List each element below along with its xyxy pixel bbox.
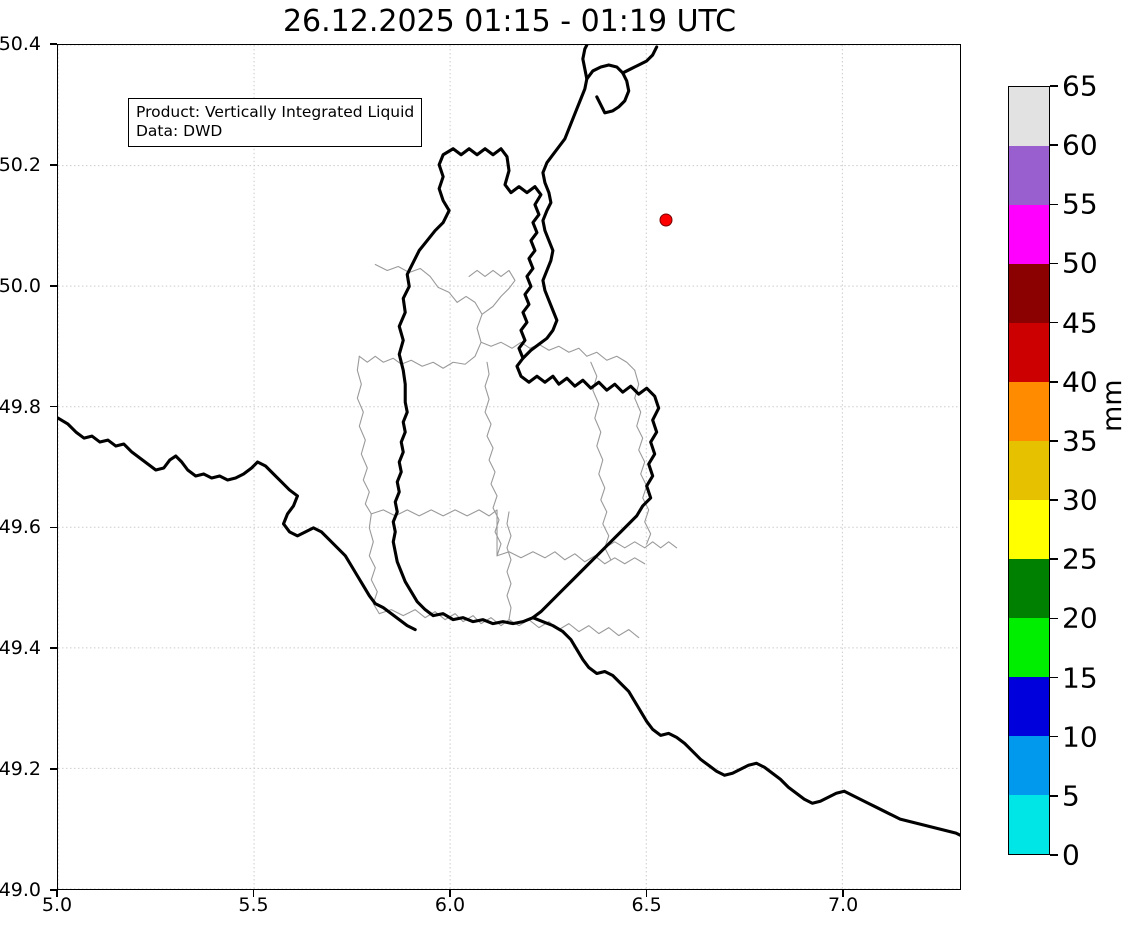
colorbar-tick-mark — [1050, 795, 1058, 797]
colorbar-tick-mark — [1050, 380, 1058, 383]
y-axis-tick-labels: 49.0 49.2 49.4 49.6 49.8 50.0 50.2 50.4 — [0, 33, 50, 901]
colorbar-axis-label: mm — [1097, 379, 1128, 432]
product-info-line-data: Data: DWD — [136, 122, 223, 140]
colorbar-band — [1009, 146, 1049, 205]
colorbar-tick-mark — [1050, 203, 1058, 206]
x-tick-mark — [56, 890, 58, 897]
colorbar-tick-mark — [1050, 321, 1058, 324]
marker-layer — [58, 45, 960, 889]
colorbar-tick-mark — [1050, 735, 1058, 738]
colorbar-tick-label: 30 — [1062, 483, 1098, 517]
x-tick-label: 5.5 — [238, 894, 269, 916]
radar-site-marker[interactable] — [659, 213, 673, 227]
x-tick-mark — [842, 890, 844, 897]
x-tick-label: 5.0 — [41, 894, 73, 916]
colorbar-tick-label: 5 — [1062, 779, 1080, 813]
y-tick-mark — [50, 405, 57, 408]
colorbar-band — [1009, 559, 1049, 618]
colorbar[interactable] — [1008, 86, 1050, 855]
colorbar-tick-label: 20 — [1062, 601, 1098, 635]
x-tick-label: 6.5 — [631, 894, 662, 916]
y-tick-mark — [50, 164, 57, 166]
y-tick-label: 49.8 — [0, 395, 41, 418]
x-tick-mark — [645, 890, 648, 897]
colorbar-band — [1009, 441, 1049, 500]
colorbar-tick-mark — [1050, 85, 1058, 87]
colorbar-band — [1009, 736, 1049, 795]
y-tick-mark — [50, 284, 57, 287]
colorbar-tick-label: 35 — [1062, 424, 1098, 458]
y-tick-label: 49.6 — [0, 516, 41, 539]
colorbar-tick-label: 45 — [1062, 306, 1098, 340]
colorbar-band — [1009, 264, 1049, 323]
y-tick-mark — [50, 647, 57, 650]
colorbar-tick-label: 40 — [1062, 365, 1098, 399]
y-tick-mark — [50, 768, 57, 770]
canton-borders — [356, 263, 678, 639]
colorbar-tick-mark — [1050, 854, 1058, 856]
colorbar-tick-mark — [1050, 676, 1058, 679]
y-tick-mark — [50, 43, 57, 45]
x-axis-tick-labels: 5.0 5.5 6.0 6.5 7.0 — [42, 894, 961, 924]
colorbar-tick-mark — [1050, 558, 1058, 561]
y-tick-label: 50.0 — [0, 274, 41, 297]
colorbar-band — [1009, 323, 1049, 382]
colorbar-band — [1009, 500, 1049, 559]
y-tick-label: 50.4 — [0, 33, 41, 55]
y-tick-label: 49.4 — [0, 637, 41, 660]
map-geometry — [58, 45, 960, 837]
x-tick-label: 6.0 — [434, 894, 466, 916]
colorbar-tick-labels: 0 5 10 15 20 25 30 35 40 45 50 55 60 65 — [1050, 70, 1110, 872]
product-info-box: Product: Vertically Integrated Liquid Da… — [128, 98, 423, 147]
y-tick-label: 50.2 — [0, 153, 41, 176]
colorbar-tick-mark — [1050, 262, 1058, 265]
colorbar-tick-label: 65 — [1062, 69, 1098, 103]
colorbar-tick-label: 60 — [1062, 128, 1098, 162]
national-borders — [58, 45, 960, 837]
colorbar-tick-label: 10 — [1062, 720, 1098, 754]
page-title: 26.12.2025 01:15 - 01:19 UTC — [282, 4, 737, 39]
colorbar-band — [1009, 382, 1049, 441]
colorbar-band — [1009, 87, 1049, 146]
colorbar-tick-label: 55 — [1062, 187, 1098, 221]
colorbar-tick-label: 25 — [1062, 542, 1098, 576]
colorbar-tick-mark — [1050, 617, 1058, 620]
x-tick-mark — [252, 890, 255, 897]
y-tick-label: 49.2 — [0, 758, 41, 781]
x-tick-label: 7.0 — [827, 894, 859, 916]
y-tick-mark — [50, 526, 57, 529]
colorbar-tick-mark — [1050, 499, 1058, 501]
colorbar-band — [1009, 795, 1049, 854]
product-info-line-product: Product: Vertically Integrated Liquid — [136, 103, 415, 121]
colorbar-band — [1009, 618, 1049, 677]
colorbar-band — [1009, 205, 1049, 264]
y-tick-label: 49.0 — [0, 879, 41, 901]
colorbar-band — [1009, 677, 1049, 736]
colorbar-tick-mark — [1050, 144, 1058, 146]
colorbar-tick-label: 50 — [1062, 246, 1098, 280]
colorbar-tick-label: 15 — [1062, 661, 1098, 695]
grid-lines — [58, 45, 960, 889]
map-plot-area[interactable]: Product: Vertically Integrated Liquid Da… — [57, 44, 961, 890]
colorbar-tick-mark — [1050, 440, 1058, 442]
x-tick-mark — [449, 890, 451, 897]
colorbar-tick-label: 0 — [1062, 838, 1080, 872]
y-tick-mark — [50, 889, 57, 891]
